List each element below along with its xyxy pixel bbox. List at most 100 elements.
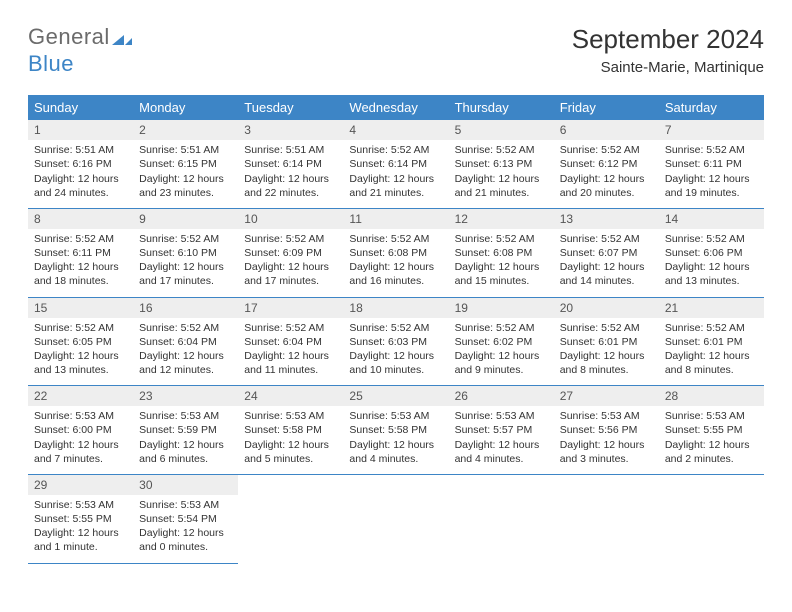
daylight-text-2: and 11 minutes. <box>244 363 337 377</box>
day-number: 19 <box>449 298 554 318</box>
calendar-day-cell: 9Sunrise: 5:52 AMSunset: 6:10 PMDaylight… <box>133 208 238 297</box>
daylight-text-2: and 6 minutes. <box>139 452 232 466</box>
daylight-text-2: and 19 minutes. <box>665 186 758 200</box>
day-number: 2 <box>133 120 238 140</box>
daylight-text-2: and 14 minutes. <box>560 274 653 288</box>
sunset-text: Sunset: 6:07 PM <box>560 246 653 260</box>
day-details: Sunrise: 5:53 AMSunset: 5:59 PMDaylight:… <box>133 406 238 474</box>
calendar-day-cell: 1Sunrise: 5:51 AMSunset: 6:16 PMDaylight… <box>28 120 133 208</box>
daylight-text-1: Daylight: 12 hours <box>139 349 232 363</box>
sunset-text: Sunset: 6:03 PM <box>349 335 442 349</box>
day-details: Sunrise: 5:52 AMSunset: 6:08 PMDaylight:… <box>343 229 448 297</box>
day-details: Sunrise: 5:52 AMSunset: 6:06 PMDaylight:… <box>659 229 764 297</box>
calendar-day-cell: 15Sunrise: 5:52 AMSunset: 6:05 PMDayligh… <box>28 297 133 386</box>
daylight-text-1: Daylight: 12 hours <box>665 260 758 274</box>
daylight-text-1: Daylight: 12 hours <box>349 349 442 363</box>
day-details: Sunrise: 5:53 AMSunset: 5:58 PMDaylight:… <box>238 406 343 474</box>
calendar-day-cell: 18Sunrise: 5:52 AMSunset: 6:03 PMDayligh… <box>343 297 448 386</box>
daylight-text-2: and 16 minutes. <box>349 274 442 288</box>
sunset-text: Sunset: 6:13 PM <box>455 157 548 171</box>
day-number: 16 <box>133 298 238 318</box>
sunset-text: Sunset: 6:02 PM <box>455 335 548 349</box>
daylight-text-2: and 7 minutes. <box>34 452 127 466</box>
sunset-text: Sunset: 6:06 PM <box>665 246 758 260</box>
sunrise-text: Sunrise: 5:52 AM <box>244 232 337 246</box>
daylight-text-1: Daylight: 12 hours <box>139 172 232 186</box>
day-number: 21 <box>659 298 764 318</box>
day-details: Sunrise: 5:53 AMSunset: 5:55 PMDaylight:… <box>28 495 133 563</box>
calendar-day-cell: 7Sunrise: 5:52 AMSunset: 6:11 PMDaylight… <box>659 120 764 208</box>
day-number: 15 <box>28 298 133 318</box>
day-details: Sunrise: 5:52 AMSunset: 6:11 PMDaylight:… <box>28 229 133 297</box>
day-number: 24 <box>238 386 343 406</box>
day-header: Friday <box>554 95 659 120</box>
logo-flag-icon <box>112 25 132 51</box>
sunrise-text: Sunrise: 5:52 AM <box>455 143 548 157</box>
daylight-text-1: Daylight: 12 hours <box>560 438 653 452</box>
sunset-text: Sunset: 6:10 PM <box>139 246 232 260</box>
sunset-text: Sunset: 6:12 PM <box>560 157 653 171</box>
sunrise-text: Sunrise: 5:52 AM <box>560 143 653 157</box>
day-number: 1 <box>28 120 133 140</box>
day-details: Sunrise: 5:51 AMSunset: 6:16 PMDaylight:… <box>28 140 133 208</box>
sunset-text: Sunset: 6:16 PM <box>34 157 127 171</box>
daylight-text-2: and 22 minutes. <box>244 186 337 200</box>
sunrise-text: Sunrise: 5:52 AM <box>665 232 758 246</box>
calendar-day-cell: 11Sunrise: 5:52 AMSunset: 6:08 PMDayligh… <box>343 208 448 297</box>
calendar-day-cell: 29Sunrise: 5:53 AMSunset: 5:55 PMDayligh… <box>28 474 133 563</box>
sunrise-text: Sunrise: 5:52 AM <box>349 232 442 246</box>
calendar-day-cell <box>343 474 448 563</box>
day-details: Sunrise: 5:52 AMSunset: 6:05 PMDaylight:… <box>28 318 133 386</box>
sunset-text: Sunset: 6:11 PM <box>665 157 758 171</box>
calendar-week-row: 15Sunrise: 5:52 AMSunset: 6:05 PMDayligh… <box>28 297 764 386</box>
daylight-text-2: and 9 minutes. <box>455 363 548 377</box>
sunrise-text: Sunrise: 5:53 AM <box>560 409 653 423</box>
daylight-text-1: Daylight: 12 hours <box>349 172 442 186</box>
daylight-text-2: and 13 minutes. <box>665 274 758 288</box>
day-details: Sunrise: 5:52 AMSunset: 6:07 PMDaylight:… <box>554 229 659 297</box>
daylight-text-1: Daylight: 12 hours <box>349 260 442 274</box>
daylight-text-1: Daylight: 12 hours <box>665 172 758 186</box>
sunrise-text: Sunrise: 5:52 AM <box>244 321 337 335</box>
brand-name: GeneralBlue <box>28 24 132 77</box>
day-number: 23 <box>133 386 238 406</box>
daylight-text-1: Daylight: 12 hours <box>455 349 548 363</box>
sunrise-text: Sunrise: 5:53 AM <box>139 409 232 423</box>
day-number: 7 <box>659 120 764 140</box>
calendar-day-cell: 14Sunrise: 5:52 AMSunset: 6:06 PMDayligh… <box>659 208 764 297</box>
sunset-text: Sunset: 5:55 PM <box>665 423 758 437</box>
brand-part2: Blue <box>28 51 74 76</box>
calendar-day-cell: 26Sunrise: 5:53 AMSunset: 5:57 PMDayligh… <box>449 386 554 475</box>
sunrise-text: Sunrise: 5:53 AM <box>244 409 337 423</box>
daylight-text-1: Daylight: 12 hours <box>665 349 758 363</box>
day-number: 9 <box>133 209 238 229</box>
daylight-text-2: and 17 minutes. <box>244 274 337 288</box>
daylight-text-2: and 24 minutes. <box>34 186 127 200</box>
calendar-day-cell: 6Sunrise: 5:52 AMSunset: 6:12 PMDaylight… <box>554 120 659 208</box>
daylight-text-1: Daylight: 12 hours <box>455 438 548 452</box>
calendar-day-cell: 19Sunrise: 5:52 AMSunset: 6:02 PMDayligh… <box>449 297 554 386</box>
daylight-text-1: Daylight: 12 hours <box>349 438 442 452</box>
day-number: 4 <box>343 120 448 140</box>
day-details: Sunrise: 5:52 AMSunset: 6:04 PMDaylight:… <box>133 318 238 386</box>
location-label: Sainte-Marie, Martinique <box>572 59 764 76</box>
brand-part1: General <box>28 24 110 49</box>
daylight-text-2: and 0 minutes. <box>139 540 232 554</box>
sunrise-text: Sunrise: 5:52 AM <box>455 232 548 246</box>
calendar-day-cell: 23Sunrise: 5:53 AMSunset: 5:59 PMDayligh… <box>133 386 238 475</box>
day-number: 29 <box>28 475 133 495</box>
sunrise-text: Sunrise: 5:53 AM <box>34 498 127 512</box>
calendar-day-cell: 10Sunrise: 5:52 AMSunset: 6:09 PMDayligh… <box>238 208 343 297</box>
daylight-text-2: and 2 minutes. <box>665 452 758 466</box>
daylight-text-1: Daylight: 12 hours <box>665 438 758 452</box>
sunrise-text: Sunrise: 5:52 AM <box>349 143 442 157</box>
sunset-text: Sunset: 6:08 PM <box>455 246 548 260</box>
daylight-text-1: Daylight: 12 hours <box>34 260 127 274</box>
calendar-day-cell: 24Sunrise: 5:53 AMSunset: 5:58 PMDayligh… <box>238 386 343 475</box>
daylight-text-2: and 1 minute. <box>34 540 127 554</box>
calendar-day-cell: 5Sunrise: 5:52 AMSunset: 6:13 PMDaylight… <box>449 120 554 208</box>
day-number: 18 <box>343 298 448 318</box>
day-details: Sunrise: 5:52 AMSunset: 6:02 PMDaylight:… <box>449 318 554 386</box>
day-number: 17 <box>238 298 343 318</box>
calendar-week-row: 8Sunrise: 5:52 AMSunset: 6:11 PMDaylight… <box>28 208 764 297</box>
